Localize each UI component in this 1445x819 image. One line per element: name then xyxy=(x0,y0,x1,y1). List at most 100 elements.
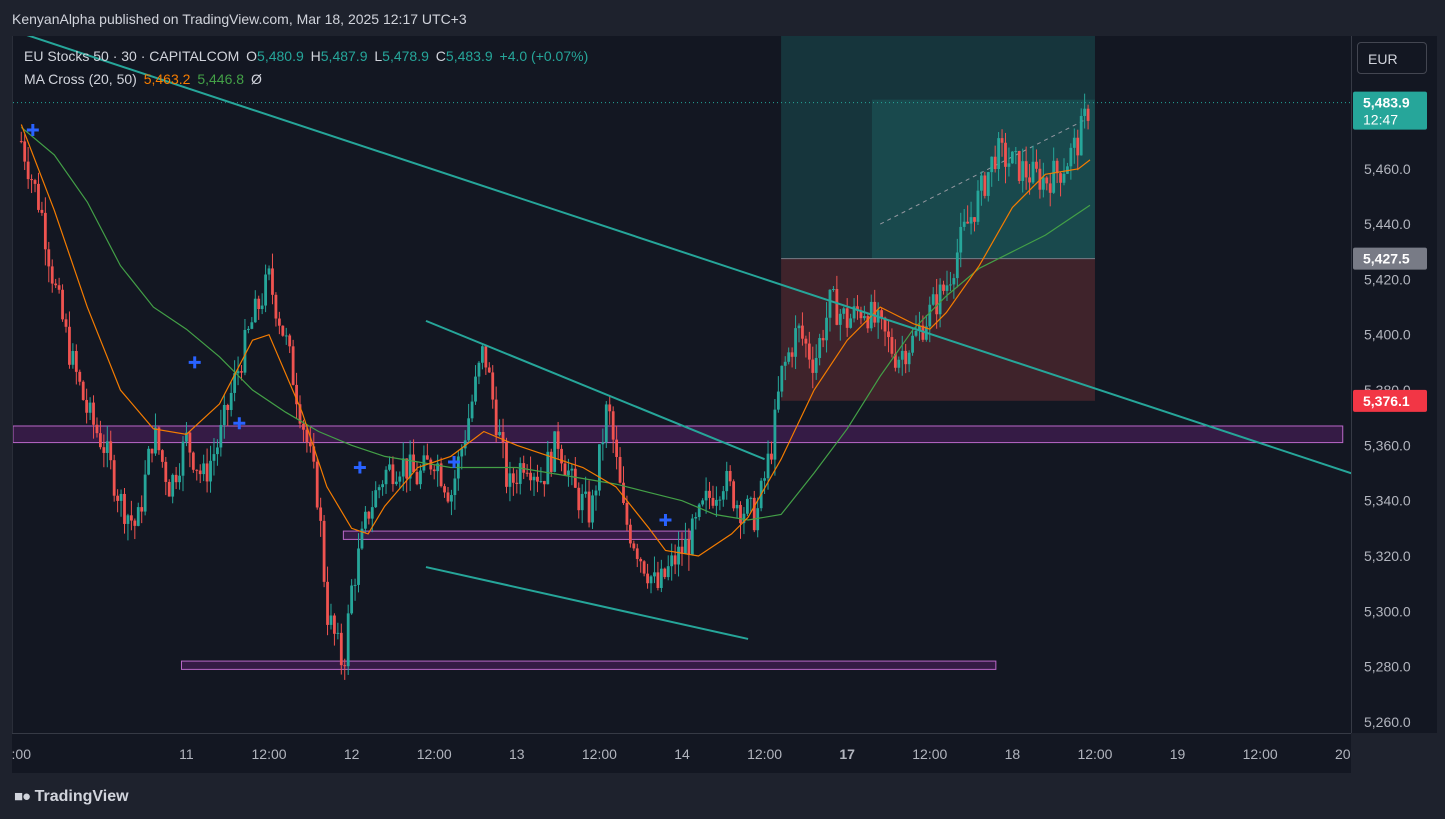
candle-body xyxy=(384,469,388,485)
candle-body xyxy=(1076,137,1080,156)
candle-body xyxy=(849,318,853,328)
candle-body xyxy=(859,310,863,319)
candle-body xyxy=(401,458,405,477)
candle-body xyxy=(381,484,385,488)
candle-body xyxy=(85,399,89,413)
candle-body xyxy=(174,474,178,483)
candle-body xyxy=(893,353,897,368)
candle-body xyxy=(370,507,374,519)
candle-body xyxy=(253,298,257,323)
candle-body xyxy=(866,316,870,329)
candle-body xyxy=(305,429,309,443)
candle-body xyxy=(212,454,216,461)
time-tick-label: 12:00 xyxy=(252,746,287,762)
candle-body xyxy=(690,518,694,555)
candle-body xyxy=(498,431,502,436)
candle-body xyxy=(350,585,354,614)
candle-body xyxy=(219,424,223,448)
candle-body xyxy=(1007,163,1011,167)
candle-body xyxy=(1041,177,1045,190)
symbol-name[interactable]: EU Stocks 50 · 30 · CAPITALCOM xyxy=(24,48,240,64)
candle-body xyxy=(718,499,722,501)
candle-body xyxy=(542,481,546,485)
candle-body xyxy=(756,508,760,531)
candle-body xyxy=(391,464,395,485)
candle-body xyxy=(467,418,471,441)
candle-body xyxy=(123,493,126,524)
time-tick-label: 12:00 xyxy=(1243,746,1278,762)
price-label-text: 5,427.5 xyxy=(1363,251,1410,267)
candle-body xyxy=(955,252,959,279)
candle-body xyxy=(171,474,175,497)
candle-body xyxy=(336,632,340,634)
candle-body xyxy=(346,613,350,667)
candle-body xyxy=(646,573,649,584)
candle-body xyxy=(357,548,360,585)
candle-body xyxy=(281,325,285,336)
candle-body xyxy=(154,427,157,454)
candle-body xyxy=(405,458,409,479)
price-label-countdown: 12:47 xyxy=(1363,112,1398,128)
indicator-name[interactable]: MA Cross (20, 50) xyxy=(24,71,137,87)
candle-body xyxy=(202,463,206,475)
candle-body xyxy=(487,367,491,373)
candle-body xyxy=(880,310,883,318)
price-label-text: 5,376.1 xyxy=(1363,393,1410,409)
candle-body xyxy=(143,474,147,512)
candle-body xyxy=(1021,161,1025,181)
candle-body xyxy=(928,304,932,327)
price-tick-label: 5,340.0 xyxy=(1364,493,1411,509)
candle-body xyxy=(74,351,78,372)
candle-body xyxy=(178,475,181,483)
time-tick-label: 12:00 xyxy=(1077,746,1112,762)
candle-body xyxy=(666,566,670,578)
candle-body xyxy=(787,352,791,362)
candle-body xyxy=(701,500,705,505)
ma-cross-marker xyxy=(659,514,672,527)
candle-body xyxy=(126,515,130,524)
time-tick-label: 12:00 xyxy=(417,746,452,762)
candle-body xyxy=(1014,151,1018,153)
candle-body xyxy=(801,325,804,339)
candle-body xyxy=(852,306,856,319)
candle-body xyxy=(109,441,113,461)
candle-body xyxy=(687,539,691,555)
candle-body xyxy=(157,427,161,451)
high-label: H xyxy=(310,48,321,64)
candle-body xyxy=(708,490,711,498)
candle-body xyxy=(804,338,808,344)
candle-body xyxy=(670,555,674,567)
candle-body xyxy=(663,568,667,578)
candle-body xyxy=(973,217,976,222)
time-axis[interactable] xyxy=(12,733,1351,774)
candle-body xyxy=(54,283,58,286)
candle-body xyxy=(1079,115,1083,156)
candle-body xyxy=(460,448,464,457)
candle-body xyxy=(240,371,243,373)
candle-body xyxy=(298,404,302,424)
open-value: 5,480.9 xyxy=(257,48,304,64)
candle-body xyxy=(835,288,839,325)
candle-body xyxy=(353,584,357,586)
ma-cross-marker xyxy=(448,455,461,468)
candle-body xyxy=(773,409,777,460)
price-tick-label: 5,420.0 xyxy=(1364,271,1411,287)
candle-body xyxy=(615,439,619,457)
price-axis[interactable] xyxy=(1351,36,1437,733)
candle-body xyxy=(794,328,797,357)
candle-body xyxy=(1069,147,1073,167)
indicator-legend: MA Cross (20, 50) 5,463.2 5,446.8 Ø xyxy=(24,71,265,87)
candle-body xyxy=(704,490,708,501)
price-tick-label: 5,460.0 xyxy=(1364,161,1411,177)
price-tick-label: 5,400.0 xyxy=(1364,327,1411,343)
candle-body xyxy=(33,180,37,184)
candle-body xyxy=(918,325,921,331)
candle-body xyxy=(570,468,574,471)
time-tick-label: 12:00 xyxy=(912,746,947,762)
currency-button[interactable]: EUR xyxy=(1357,42,1427,74)
ma-cross-marker xyxy=(188,356,201,369)
candle-body xyxy=(573,468,577,488)
candle-body xyxy=(745,498,749,514)
candle-body xyxy=(1045,177,1049,184)
candle-body xyxy=(1028,177,1031,183)
